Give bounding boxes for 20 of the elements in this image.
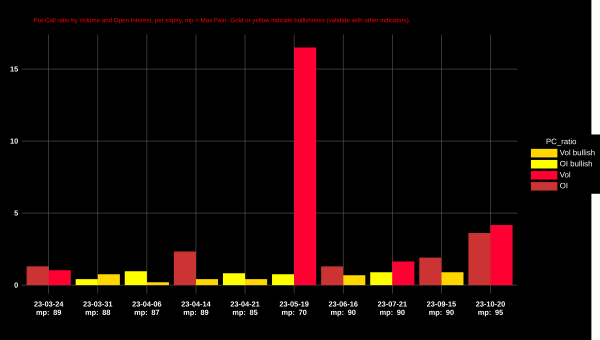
bar — [272, 274, 294, 286]
bar — [98, 274, 120, 286]
bar — [441, 272, 464, 286]
bar — [124, 271, 147, 286]
bar — [222, 273, 246, 286]
bar — [76, 279, 98, 286]
bar — [48, 270, 71, 286]
bar — [146, 282, 169, 286]
bar — [490, 225, 513, 286]
bar — [343, 275, 366, 286]
bar — [370, 272, 392, 286]
bar — [419, 258, 442, 286]
bar — [245, 279, 268, 286]
bar — [392, 261, 414, 286]
bar — [196, 279, 218, 286]
bar — [174, 252, 196, 286]
bar — [321, 266, 344, 286]
bar — [468, 232, 490, 286]
bar — [294, 47, 316, 286]
bar — [26, 266, 49, 286]
